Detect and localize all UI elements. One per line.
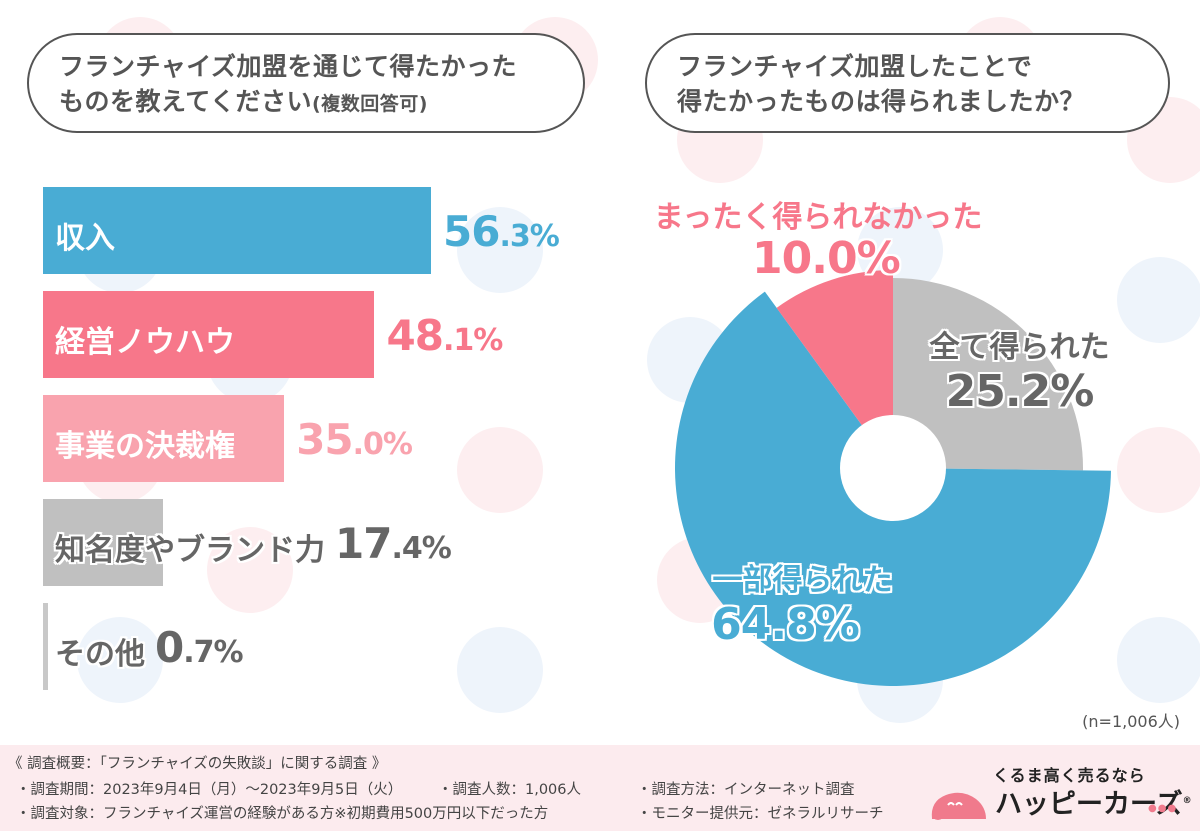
pie-chart	[674, 270, 1111, 686]
survey-monitor: ・モニター提供元：ゼネラルリサーチ	[637, 806, 884, 822]
bar-chart-title-line2: ものを教えてください(複数回答可)	[59, 84, 583, 122]
pie-value-partial: 64.8%	[655, 599, 915, 650]
bar-value-authority-int: 35	[296, 415, 353, 464]
bar-value-income-int: 56	[443, 207, 500, 256]
pie-value-all-int: 25	[945, 366, 1006, 417]
survey-heading: 《 調査概要：「フランチャイズの失敗談」に関する調査 》	[8, 756, 387, 772]
bar-value-other: 0.7%	[155, 623, 244, 672]
pie-value-partial-int: 64	[711, 599, 771, 650]
bar-chart-title-line2-text: ものを教えてください	[59, 87, 313, 116]
bar-chart-title-note: (複数回答可)	[312, 93, 428, 115]
logo-name: ハッピーカーズ®	[995, 782, 1192, 821]
bar-value-knowhow-dec: .1%	[442, 323, 503, 358]
pie-label-partial: 一部得られた 64.8%	[690, 555, 915, 650]
bar-other	[43, 603, 48, 690]
bar-label-income: 収入	[55, 221, 115, 256]
background-dot	[457, 427, 543, 513]
bar-income	[43, 187, 431, 274]
bar-value-authority-dec: .0%	[352, 427, 413, 462]
sample-size-note: (n=1,006人)	[1082, 712, 1180, 731]
background-dot	[77, 617, 163, 703]
pie-value-partial-dec: .8%	[770, 599, 859, 650]
bar-value-brand-dec: .4%	[391, 531, 451, 566]
bar-label-other: その他	[55, 637, 145, 672]
survey-count: ・調査人数：1,006人	[438, 782, 582, 798]
logo-registered-mark: ®	[1182, 796, 1192, 806]
survey-period: ・調査期間：2023年9月4日（月）～2023年9月5日（火）	[16, 782, 403, 798]
pie-value-none-int: 10	[752, 233, 812, 284]
bar-value-other-dec: .7%	[183, 635, 243, 670]
survey-method: ・調査方法：インターネット調査	[637, 782, 855, 798]
pie-chart-question-box: フランチャイズ加盟したことで 得たかったものは得られましたか？	[645, 33, 1170, 133]
pie-chart-title-line1: フランチャイズ加盟したことで	[677, 52, 1033, 81]
background-dot	[1117, 617, 1200, 703]
logo-tagline: くるま高く売るなら	[993, 766, 1146, 785]
background-dot	[1117, 427, 1200, 513]
bar-value-knowhow-int: 48	[386, 311, 443, 360]
pie-slice-all	[893, 278, 1083, 471]
bar-knowhow	[43, 291, 375, 378]
logo-dots-icon: ●●●	[1148, 803, 1178, 814]
pie-center-hole	[840, 415, 946, 521]
pie-category-all: 全て得られた	[929, 330, 1110, 365]
pie-value-none: 10.0%	[752, 233, 901, 284]
background-dot	[207, 527, 293, 613]
bar-value-brand-int: 17	[335, 519, 392, 568]
bar-value-other-int: 0	[155, 623, 184, 672]
bar-value-brand: 17.4%	[335, 519, 452, 568]
background-dot	[457, 627, 543, 713]
pie-label-none: まったく得られなかった	[637, 192, 999, 236]
pie-value-all-dec: .2%	[1004, 366, 1094, 417]
pie-slice-none	[776, 270, 893, 468]
bar-value-authority: 35.0%	[296, 415, 413, 464]
survey-footer	[0, 745, 1200, 831]
bar-authority	[43, 395, 285, 482]
background-dot	[457, 207, 543, 293]
bar-value-income-dec: .3%	[499, 219, 559, 254]
logo-name-text: ハッピーカーズ	[995, 789, 1183, 820]
pie-category-none: まったく得られなかった	[653, 200, 983, 235]
survey-target: ・調査対象：フランチャイズ運営の経験がある方※初期費用500万円以下だった方	[16, 806, 549, 822]
bar-chart-title-line1: フランチャイズ加盟を通じて得たかった	[59, 52, 518, 81]
bar-label-knowhow: 経営ノウハウ	[55, 325, 235, 360]
bar-value-knowhow: 48.1%	[386, 311, 503, 360]
bar-value-income: 56.3%	[443, 207, 560, 256]
bar-label-authority: 事業の決裁権	[55, 429, 235, 464]
bar-chart-question-box: フランチャイズ加盟を通じて得たかった ものを教えてください(複数回答可)	[27, 33, 585, 133]
background-dot	[1117, 257, 1200, 343]
pie-label-all: 全て得られた 25.2%	[922, 322, 1117, 417]
pie-category-partial: 一部得られた	[712, 563, 893, 598]
bar-brand	[43, 499, 163, 586]
pie-value-all: 25.2%	[922, 366, 1117, 417]
bar-label-brand: 知名度やブランド力	[55, 533, 325, 568]
pie-value-none-dec: .0%	[811, 233, 900, 284]
logo-mascot-icon	[931, 792, 986, 820]
pie-chart-title-line2: 得たかったものは得られましたか？	[677, 87, 1086, 116]
